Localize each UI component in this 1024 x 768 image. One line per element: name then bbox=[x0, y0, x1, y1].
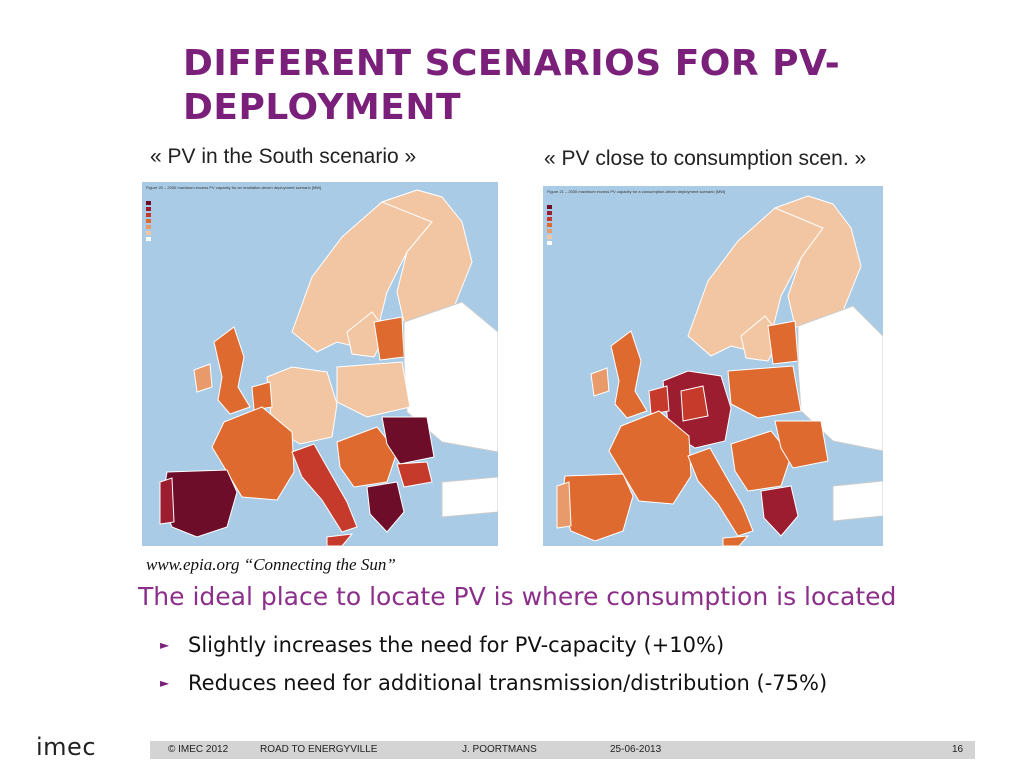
figure-note: Figure 21 – 2030 maximum excess PV capac… bbox=[547, 189, 726, 194]
legend-swatch bbox=[146, 201, 151, 205]
legend-swatch bbox=[146, 207, 151, 211]
footer-date: 25-06-2013 bbox=[610, 744, 662, 755]
footer-page-number: 16 bbox=[952, 744, 964, 755]
bullet-item: ► Reduces need for additional transmissi… bbox=[160, 664, 827, 702]
legend-swatch bbox=[547, 241, 552, 245]
footer-project: ROAD TO ENERGYVILLE bbox=[260, 744, 378, 755]
main-point: The ideal place to locate PV is where co… bbox=[138, 582, 897, 611]
map-south-scenario: Figure 20 – 2030 maximum excess PV capac… bbox=[142, 182, 498, 546]
europe-map-consumption bbox=[556, 195, 883, 546]
map-caption-south: « PV in the South scenario » bbox=[150, 145, 417, 168]
slide-title: DIFFERENT SCENARIOS FOR PV-DEPLOYMENT bbox=[183, 43, 841, 128]
legend-swatch bbox=[146, 213, 151, 217]
legend-swatch bbox=[547, 229, 552, 233]
triangle-bullet-icon: ► bbox=[160, 638, 170, 652]
legend-swatch bbox=[547, 217, 552, 221]
map-consumption-scenario: Figure 21 – 2030 maximum excess PV capac… bbox=[543, 186, 883, 546]
legend-swatch bbox=[547, 205, 552, 209]
bullet-list: ► Slightly increases the need for PV-cap… bbox=[160, 626, 827, 702]
legend-swatch bbox=[146, 225, 151, 229]
map-caption-consumption: « PV close to consumption scen. » bbox=[544, 147, 867, 170]
footer-author: J. POORTMANS bbox=[462, 744, 537, 755]
triangle-bullet-icon: ► bbox=[160, 676, 170, 690]
figure-note: Figure 20 – 2030 maximum excess PV capac… bbox=[146, 185, 322, 190]
source-citation: www.epia.org “Connecting the Sun” bbox=[146, 555, 396, 574]
bullet-item: ► Slightly increases the need for PV-cap… bbox=[160, 626, 827, 664]
legend-swatch bbox=[146, 237, 151, 241]
footer-bar: © IMEC 2012 ROAD TO ENERGYVILLE J. POORT… bbox=[150, 741, 975, 759]
legend-swatch bbox=[547, 235, 552, 239]
legend-swatch bbox=[547, 223, 552, 227]
bullet-text: Reduces need for additional transmission… bbox=[188, 671, 828, 695]
imec-logo: imec bbox=[36, 733, 97, 761]
map-legend bbox=[547, 204, 555, 246]
footer-copyright: © IMEC 2012 bbox=[168, 744, 229, 755]
bullet-text: Slightly increases the need for PV-capac… bbox=[188, 633, 725, 657]
legend-swatch bbox=[547, 211, 552, 215]
legend-swatch bbox=[146, 231, 151, 235]
europe-map-south bbox=[159, 189, 498, 546]
map-legend bbox=[146, 200, 154, 242]
legend-swatch bbox=[146, 219, 151, 223]
